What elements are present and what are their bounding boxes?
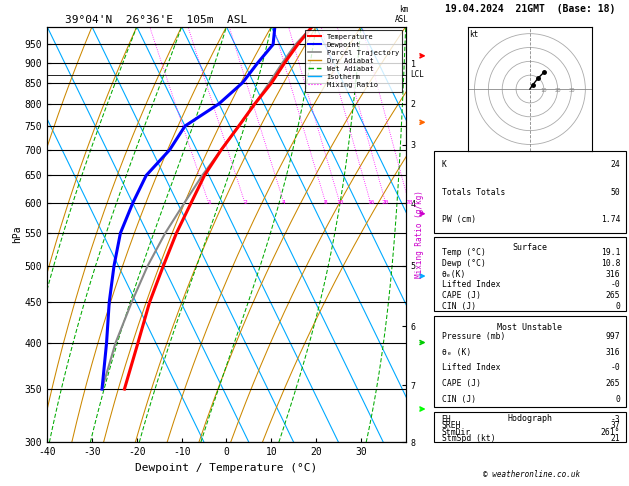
Text: Lifted Index: Lifted Index [442, 280, 500, 289]
Text: 10: 10 [336, 200, 343, 205]
Text: CAPE (J): CAPE (J) [442, 291, 481, 300]
Text: 265: 265 [606, 291, 620, 300]
Text: 8: 8 [324, 200, 328, 205]
Text: Mixing Ratio (g/kg): Mixing Ratio (g/kg) [415, 191, 424, 278]
Bar [434, 315, 626, 407]
Text: 19.04.2024  21GMT  (Base: 18): 19.04.2024 21GMT (Base: 18) [445, 4, 615, 14]
Text: SREH: SREH [442, 421, 461, 430]
Text: -0: -0 [610, 280, 620, 289]
Text: 37: 37 [610, 421, 620, 430]
Text: K: K [442, 160, 447, 170]
Text: 39°04'N  26°36'E  105m  ASL: 39°04'N 26°36'E 105m ASL [65, 15, 247, 25]
Text: 30: 30 [568, 88, 575, 93]
Text: CAPE (J): CAPE (J) [442, 379, 481, 388]
Text: PW (cm): PW (cm) [442, 215, 476, 224]
X-axis label: Dewpoint / Temperature (°C): Dewpoint / Temperature (°C) [135, 463, 318, 473]
Text: θₑ(K): θₑ(K) [442, 270, 466, 278]
Text: 997: 997 [606, 332, 620, 341]
Text: 265: 265 [606, 379, 620, 388]
Bar [434, 412, 626, 442]
Text: 28: 28 [405, 200, 413, 205]
Text: StmSpd (kt): StmSpd (kt) [442, 434, 495, 443]
Text: 20: 20 [554, 88, 561, 93]
Text: 316: 316 [606, 347, 620, 357]
Text: Surface: Surface [513, 243, 547, 252]
Text: -3: -3 [610, 415, 620, 424]
Text: θₑ (K): θₑ (K) [442, 347, 471, 357]
Text: -0: -0 [610, 364, 620, 372]
Text: Totals Totals: Totals Totals [442, 188, 505, 197]
Bar [434, 152, 626, 233]
Text: EH: EH [442, 415, 452, 424]
Text: 1.74: 1.74 [601, 215, 620, 224]
Text: 20: 20 [382, 200, 389, 205]
Text: 24: 24 [610, 160, 620, 170]
Text: 2: 2 [243, 200, 247, 205]
Text: CIN (J): CIN (J) [442, 301, 476, 311]
Text: 0: 0 [615, 395, 620, 404]
Text: 50: 50 [610, 188, 620, 197]
Text: 0: 0 [615, 301, 620, 311]
Text: StmDir: StmDir [442, 428, 471, 437]
Text: LCL: LCL [410, 70, 424, 79]
Text: 4: 4 [282, 200, 286, 205]
Y-axis label: hPa: hPa [12, 226, 22, 243]
Text: 10: 10 [540, 88, 547, 93]
Text: Dewp (°C): Dewp (°C) [442, 259, 486, 268]
Text: 21: 21 [610, 434, 620, 443]
Text: 316: 316 [606, 270, 620, 278]
Text: Hodograph: Hodograph [508, 414, 552, 423]
Text: Lifted Index: Lifted Index [442, 364, 500, 372]
Text: © weatheronline.co.uk: © weatheronline.co.uk [483, 469, 580, 479]
Text: Temp (°C): Temp (°C) [442, 248, 486, 257]
Text: km
ASL: km ASL [395, 5, 409, 24]
Text: Pressure (mb): Pressure (mb) [442, 332, 505, 341]
Text: kt: kt [469, 30, 478, 38]
Bar [434, 237, 626, 312]
Text: CIN (J): CIN (J) [442, 395, 476, 404]
Text: 19.1: 19.1 [601, 248, 620, 257]
Text: 1: 1 [207, 200, 211, 205]
Text: Most Unstable: Most Unstable [498, 323, 562, 332]
Text: 10.8: 10.8 [601, 259, 620, 268]
Text: 16: 16 [367, 200, 374, 205]
Text: 261°: 261° [601, 428, 620, 437]
Legend: Temperature, Dewpoint, Parcel Trajectory, Dry Adiabat, Wet Adiabat, Isotherm, Mi: Temperature, Dewpoint, Parcel Trajectory… [305, 30, 402, 91]
